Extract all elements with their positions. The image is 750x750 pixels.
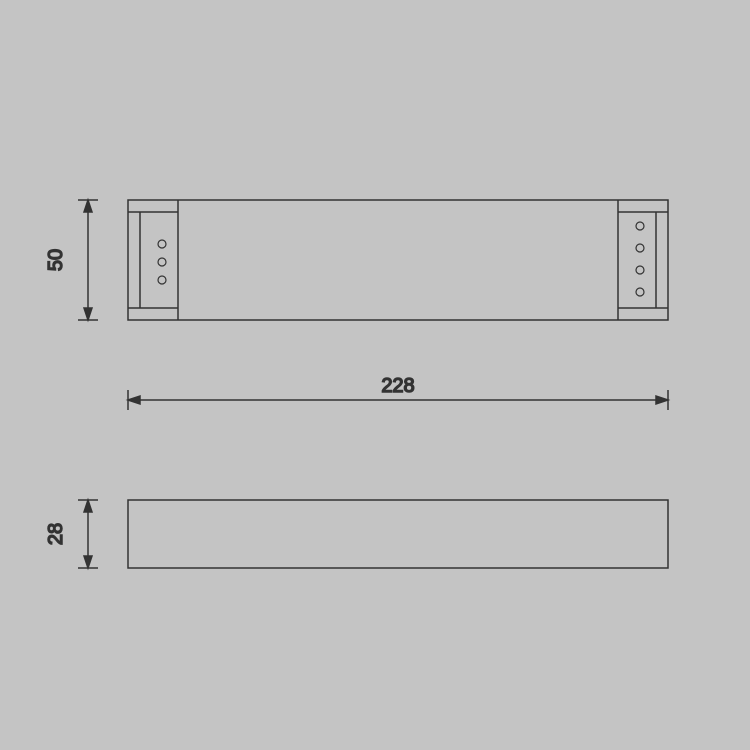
top-outer-rect — [128, 200, 668, 320]
bottom-view — [128, 500, 668, 568]
technical-drawing: 50 228 28 — [0, 0, 750, 750]
dim-height-top-label: 50 — [45, 249, 67, 271]
top-left-endblock — [128, 200, 178, 320]
top-right-endblock — [618, 200, 668, 320]
dim-width-label: 228 — [381, 375, 414, 397]
top-view — [128, 200, 668, 320]
dim-height-bottom-label: 28 — [45, 523, 67, 545]
top-right-holes — [636, 222, 644, 296]
top-left-holes — [158, 240, 166, 284]
dim-height-bottom: 28 — [45, 500, 98, 568]
dim-width: 228 — [128, 375, 668, 410]
bottom-outer-rect — [128, 500, 668, 568]
dim-height-top: 50 — [45, 200, 98, 320]
